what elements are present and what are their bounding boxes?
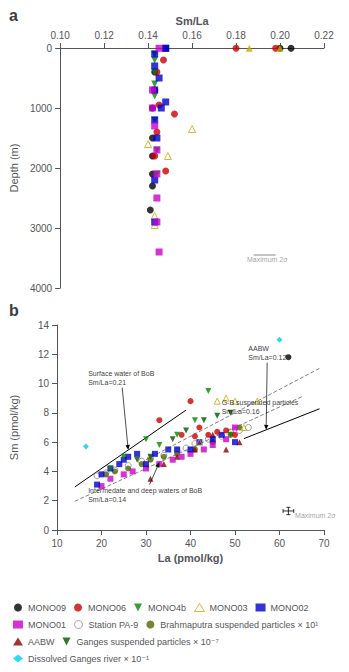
svg-text:a: a	[9, 7, 18, 24]
svg-text:0.12: 0.12	[94, 30, 114, 41]
svg-text:0.22: 0.22	[314, 30, 334, 41]
svg-text:0.14: 0.14	[138, 30, 158, 41]
svg-text:0.10: 0.10	[50, 30, 70, 41]
svg-text:La (pmol/kg): La (pmol/kg)	[158, 552, 224, 564]
svg-text:14: 14	[38, 320, 50, 331]
svg-text:0.18: 0.18	[226, 30, 246, 41]
svg-text:Sm/La=0.21: Sm/La=0.21	[88, 379, 126, 386]
svg-text:Sm/La=0.16: Sm/La=0.16	[222, 408, 260, 415]
svg-text:0: 0	[43, 525, 49, 536]
svg-text:4: 4	[43, 466, 49, 477]
svg-text:60: 60	[274, 538, 286, 549]
svg-text:MONO02: MONO02	[271, 603, 309, 613]
svg-text:20: 20	[96, 538, 108, 549]
svg-text:b: b	[9, 302, 19, 319]
svg-text:Sm (pmol/kg): Sm (pmol/kg)	[8, 395, 20, 460]
svg-text:Dissolved Ganges river × 10⁻¹: Dissolved Ganges river × 10⁻¹	[28, 654, 149, 664]
svg-text:Intermedate and deep waters of: Intermedate and deep waters of BoB	[88, 487, 202, 495]
svg-text:8: 8	[43, 407, 49, 418]
svg-text:2000: 2000	[30, 163, 53, 174]
svg-text:Sm/La: Sm/La	[176, 15, 210, 27]
svg-text:50: 50	[229, 538, 241, 549]
svg-text:Brahmaputra suspended particle: Brahmaputra suspended particles × 10¹	[160, 620, 318, 630]
svg-text:Depth (m): Depth (m)	[8, 144, 20, 193]
svg-text:30: 30	[140, 538, 152, 549]
svg-text:MONO09: MONO09	[28, 603, 66, 613]
svg-text:G-B suspended particles: G-B suspended particles	[222, 399, 299, 407]
svg-text:10: 10	[38, 378, 50, 389]
svg-text:AABW: AABW	[248, 345, 269, 352]
svg-text:1000: 1000	[30, 103, 53, 114]
svg-text:AABW: AABW	[28, 637, 55, 647]
svg-text:Sm/La=0.14: Sm/La=0.14	[88, 496, 126, 503]
svg-text:MONO01: MONO01	[28, 620, 66, 630]
svg-text:40: 40	[185, 538, 197, 549]
svg-text:0.16: 0.16	[182, 30, 202, 41]
svg-text:12: 12	[38, 349, 50, 360]
svg-text:Maximum 2σ: Maximum 2σ	[247, 256, 288, 263]
svg-text:Maximum 2σ: Maximum 2σ	[295, 512, 336, 519]
svg-text:Station PA-9: Station PA-9	[89, 620, 139, 630]
svg-text:MONO03: MONO03	[210, 603, 248, 613]
svg-text:Ganges suspended particles × 1: Ganges suspended particles × 10⁻⁷	[77, 637, 219, 647]
svg-text:6: 6	[43, 437, 49, 448]
svg-text:0.20: 0.20	[270, 30, 290, 41]
svg-text:70: 70	[318, 538, 330, 549]
svg-text:3000: 3000	[30, 223, 53, 234]
svg-text:Sm/La=0.12: Sm/La=0.12	[248, 354, 286, 361]
svg-text:MONO4b: MONO4b	[148, 603, 186, 613]
svg-text:4000: 4000	[30, 283, 53, 294]
svg-text:2: 2	[43, 495, 49, 506]
svg-text:0: 0	[47, 43, 53, 54]
svg-text:MONO06: MONO06	[88, 603, 126, 613]
svg-text:Surface water of BoB: Surface water of BoB	[88, 370, 154, 377]
svg-text:10: 10	[51, 538, 63, 549]
